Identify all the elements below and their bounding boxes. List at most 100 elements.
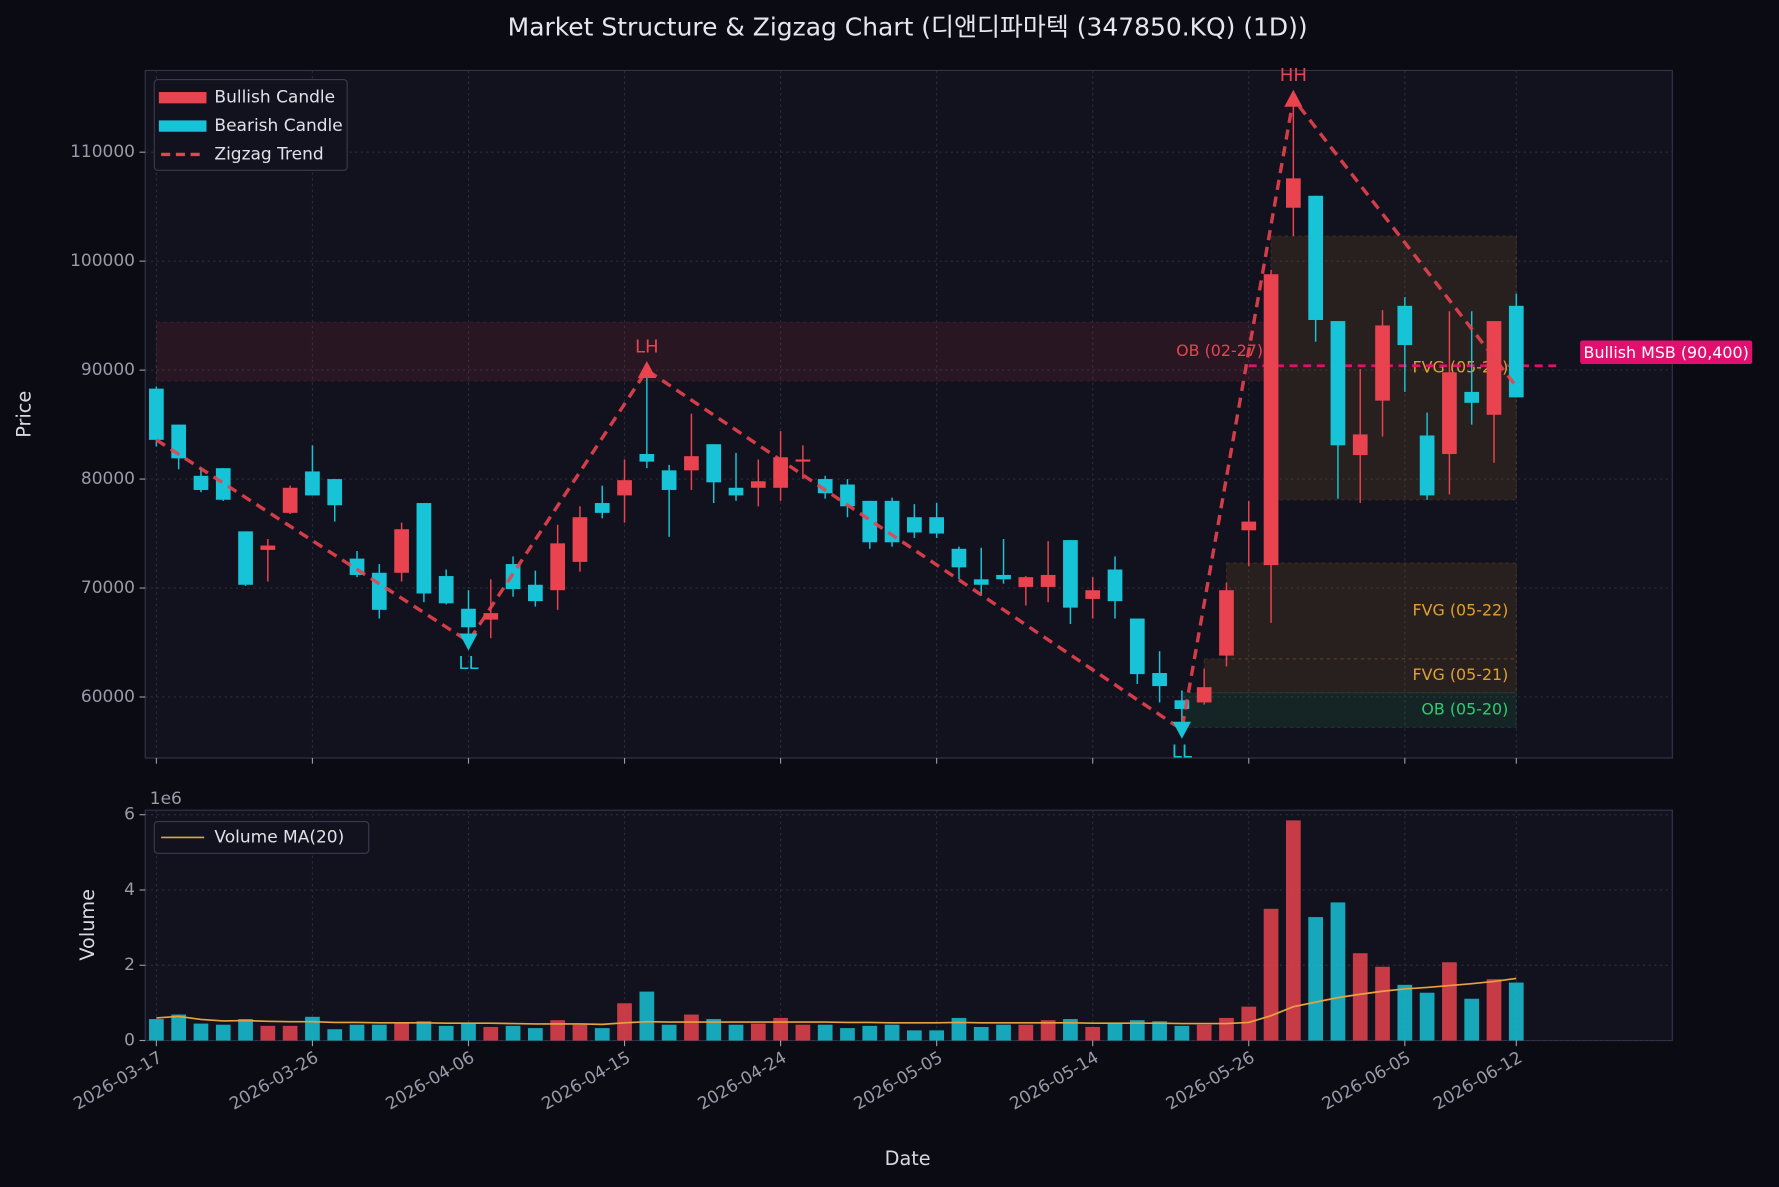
candle-body	[817, 479, 833, 494]
volume-bar	[1285, 820, 1301, 1041]
zone-label: OB (02-27)	[1176, 341, 1263, 360]
zone	[1225, 562, 1517, 660]
volume-bar	[260, 1025, 276, 1041]
volume-bar	[371, 1024, 387, 1041]
volume-bar	[1508, 982, 1524, 1041]
volume-bar	[1085, 1026, 1101, 1041]
candle-body	[1508, 305, 1524, 398]
volume-bar	[282, 1025, 298, 1041]
volume-bar	[996, 1024, 1011, 1041]
legend-box	[153, 820, 370, 854]
candle-body	[215, 468, 231, 500]
zone-label: OB (05-20)	[1421, 700, 1508, 719]
legend-label: Zigzag Trend	[214, 144, 323, 164]
y-tick-label: 6	[124, 805, 135, 825]
volume-bar	[594, 1028, 610, 1041]
volume-bar	[1107, 1023, 1123, 1041]
candle-body	[1486, 321, 1502, 415]
legend: Volume MA(20)	[153, 820, 370, 854]
volume-bar	[728, 1024, 744, 1041]
candle-body	[1442, 372, 1457, 455]
candle-body	[639, 454, 655, 462]
volume-bar	[884, 1024, 900, 1041]
volume-bar	[572, 1024, 588, 1041]
swing-marker	[637, 361, 656, 379]
legend-swatch	[158, 92, 207, 104]
swing-label: HH	[1280, 65, 1307, 86]
candle-body	[1263, 274, 1279, 566]
candle-body	[1107, 569, 1123, 602]
volume-bar	[483, 1026, 499, 1041]
volume-bar	[1486, 979, 1502, 1041]
volume-bar	[929, 1030, 945, 1041]
volume-bar	[1464, 998, 1480, 1041]
volume-bar	[661, 1024, 677, 1041]
volume-bar	[149, 1019, 164, 1041]
swing-marker	[459, 633, 478, 651]
swing-marker	[1284, 89, 1303, 107]
swing-label: LH	[635, 336, 659, 357]
swing-label: LL	[458, 653, 479, 674]
candle-body	[1174, 700, 1190, 709]
legend-label: Bearish Candle	[214, 116, 342, 136]
volume-bar	[238, 1019, 253, 1041]
candle-body	[1464, 391, 1480, 403]
candle-body	[483, 613, 499, 620]
volume-bar	[394, 1022, 409, 1041]
candle-body	[572, 517, 588, 562]
volume-bar	[1397, 984, 1413, 1041]
volume-bar	[1330, 902, 1346, 1041]
x-axis-label: Date	[885, 1147, 931, 1170]
ma-line	[156, 977, 1517, 1026]
candle-body	[862, 500, 878, 543]
volume-bar	[706, 1019, 722, 1041]
candle-body	[193, 475, 209, 490]
candle-body	[1241, 521, 1257, 531]
volume-bar	[617, 1003, 632, 1041]
zone-label: FVG (05-22)	[1412, 600, 1508, 619]
volume-bar	[1352, 953, 1368, 1041]
candle-body	[1375, 325, 1390, 401]
volume-bar	[1174, 1025, 1190, 1041]
candle-body	[884, 500, 900, 543]
candle-body	[1085, 590, 1101, 599]
candle-body	[260, 545, 276, 550]
volume-bar	[1018, 1024, 1034, 1041]
volume-bar	[550, 1020, 566, 1041]
volume-bar	[817, 1024, 833, 1041]
candle-body	[1063, 540, 1078, 608]
zone	[155, 321, 1272, 382]
zigzag-line	[155, 94, 1518, 733]
candle-body	[1330, 321, 1346, 446]
legend-label: Bullish Candle	[214, 88, 335, 108]
volume-bar	[750, 1023, 766, 1041]
volume-bar	[1442, 962, 1457, 1041]
y-tick-label: 70000	[81, 578, 135, 598]
candle-body	[706, 444, 722, 483]
volume-bar	[1196, 1024, 1212, 1041]
swing-marker	[1172, 721, 1191, 739]
volume-bar	[171, 1014, 187, 1041]
candle-body	[661, 470, 677, 490]
candle-body	[907, 517, 922, 533]
volume-bar	[528, 1028, 543, 1041]
candle-body	[1219, 590, 1234, 656]
legend: Bullish Candle Bearish Candle Zigzag Trend	[153, 78, 348, 171]
candle-body	[1196, 687, 1212, 703]
volume-bar	[193, 1023, 209, 1041]
y-tick-label: 100000	[70, 251, 135, 271]
candle-body	[840, 484, 855, 507]
candle-body	[1308, 195, 1324, 320]
candle-body	[1129, 618, 1145, 675]
zone	[1181, 692, 1517, 729]
volume-bar	[1419, 992, 1435, 1041]
candle-body	[1352, 434, 1368, 456]
y-tick-label: 60000	[81, 687, 135, 707]
candle-body	[594, 503, 610, 513]
candle-body	[1419, 435, 1435, 496]
volume-bar	[215, 1024, 231, 1041]
price-panel	[144, 69, 1673, 759]
msb-label-box	[1580, 340, 1753, 365]
candle-body	[394, 529, 409, 573]
